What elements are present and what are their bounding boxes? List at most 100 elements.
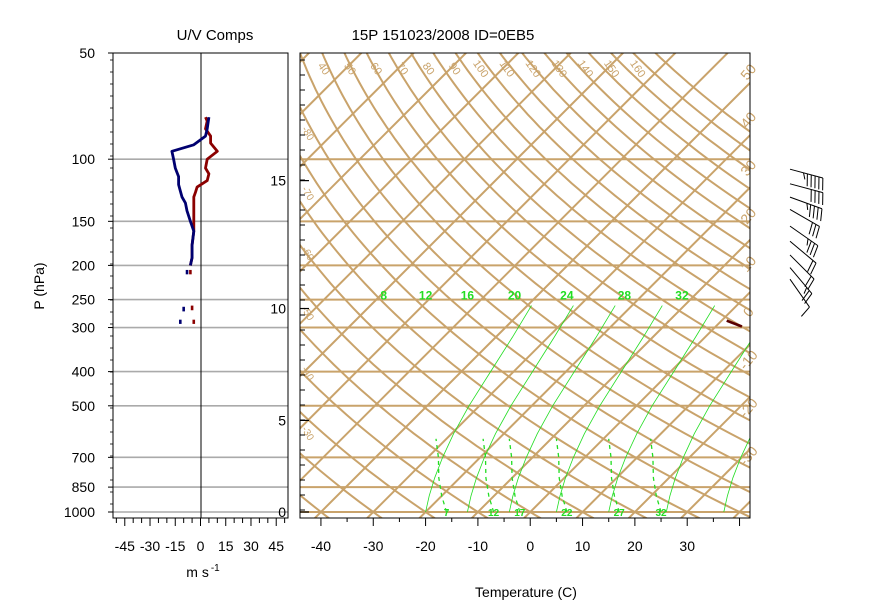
dry-adiabat	[300, 104, 750, 494]
skewt-x-tick-label: -40	[311, 538, 331, 554]
dry-adiabat-label: 60	[367, 61, 384, 78]
uv-y-tick-label: 100	[72, 151, 96, 167]
skewt-right-edge-label: -30	[736, 443, 761, 469]
isotherm	[313, 81, 750, 518]
mixing-ratio-line	[556, 305, 663, 513]
isotherm	[300, 53, 730, 483]
dry-adiabat	[30, 39, 227, 521]
isotherm	[470, 238, 750, 518]
uv-y-axis: 50 100 150 200 250 300 400 500 700 850 1000	[64, 45, 113, 520]
uv-title: U/V Comps	[177, 27, 254, 44]
wind-barb	[789, 183, 824, 205]
height-tick-label: 5	[278, 412, 286, 428]
isotherm	[300, 53, 363, 116]
mixing-ratio-line	[425, 305, 532, 513]
skewt-panel: 15P 151023/2008 ID=0EB5 8 12 16 20 24 28 32 7 12…	[30, 27, 887, 600]
mixing-ratio-label: 8	[380, 288, 387, 302]
dry-adiabat-label: 50	[341, 61, 358, 78]
wind-barb-flag	[810, 262, 817, 275]
wind-barb-flag	[808, 222, 813, 235]
dry-adiabat	[300, 493, 331, 518]
isotherm	[627, 395, 750, 518]
dry-adiabat	[300, 199, 702, 518]
mixing-ratio-line	[723, 436, 750, 513]
dry-adiabat	[520, 53, 750, 250]
skewt-right-edge-label: 20	[737, 205, 759, 227]
dry-adiabat	[365, 53, 750, 399]
skewt-x-tick-label: 30	[679, 538, 695, 554]
dry-adiabat	[565, 53, 750, 210]
isotherm	[365, 133, 750, 518]
wind-barb-flag	[816, 207, 819, 220]
wind-barb-staff	[789, 267, 813, 294]
wind-barb-flag	[801, 306, 810, 317]
skewt-x-axis: -40 -30 -20 -10 0 10 20 30	[311, 518, 741, 554]
skewt-background-lines	[30, 37, 887, 521]
skewt-left-edge-label: -70	[299, 185, 316, 203]
uv-x-tick-label: -30	[140, 538, 160, 554]
moist-adiabat-label: 17	[514, 508, 526, 519]
wind-barb	[789, 240, 817, 275]
dry-adiabat-label: 140	[575, 58, 595, 80]
moist-adiabat-line	[649, 438, 662, 513]
moist-adiabat-line	[508, 438, 521, 513]
isotherm	[784, 37, 887, 520]
isotherm	[575, 343, 750, 518]
uv-y-tick-label: 400	[72, 364, 96, 380]
uv-y-tick-label: 850	[72, 479, 96, 495]
dry-adiabat	[343, 53, 750, 422]
dry-adiabat-label: 80	[420, 61, 437, 78]
wind-barb-staff	[789, 183, 823, 194]
uv-x-tick-label: 30	[243, 538, 259, 554]
dry-adiabat	[409, 53, 750, 355]
moist-adiabat-line	[482, 438, 495, 513]
skewt-right-edge-label: 0	[740, 304, 757, 320]
wind-barb-staff	[789, 225, 819, 247]
height-tick-label: 0	[278, 504, 286, 520]
wind-barb-flag	[808, 204, 812, 218]
dry-adiabat	[300, 53, 750, 469]
uv-series-line	[170, 116, 211, 266]
skewt-left-edge-label: -40	[299, 365, 316, 383]
uv-y-tick-label: 1000	[64, 504, 95, 520]
uv-series-line	[189, 116, 219, 266]
skewt-x-tick-label: -30	[363, 538, 383, 554]
skewt-x-tick-label: -20	[415, 538, 435, 554]
dry-adiabat-label: 90	[446, 61, 463, 78]
wind-barb-flag	[806, 238, 809, 246]
uv-y-tick-label: 300	[72, 320, 96, 336]
dry-adiabat	[300, 327, 543, 518]
uv-x-axis-label: m s -1	[186, 563, 220, 580]
wind-barb-staff	[789, 196, 823, 210]
mixing-ratio-label: 12	[419, 288, 433, 302]
mixing-ratio-label: 28	[618, 288, 632, 302]
uv-x-axis: -45 -30 -15 0 15 30 45	[115, 518, 286, 554]
isotherm	[300, 53, 520, 273]
wind-barb-flag	[804, 275, 812, 288]
dry-adiabat	[300, 243, 649, 518]
uv-y-tick-label: 50	[79, 45, 95, 61]
skewt-title: 15P 151023/2008 ID=0EB5	[352, 27, 535, 44]
wind-barb-flag	[806, 240, 812, 253]
dry-adiabat	[609, 53, 750, 171]
moist-adiabat-label: 12	[488, 508, 500, 519]
height-tick-label: 10	[270, 301, 286, 317]
mixing-ratio-label: 20	[508, 288, 522, 302]
wind-barb-staff	[789, 240, 817, 264]
moist-adiabat-label: 7	[444, 508, 450, 519]
uv-series-group	[170, 116, 219, 324]
isotherm	[522, 290, 750, 518]
mixing-ratio-label: 24	[560, 288, 574, 302]
skewt-right-edge-label: 40	[737, 109, 759, 131]
skewt-right-edge-label: 10	[737, 253, 759, 275]
wind-barb-staff	[789, 208, 820, 227]
skewt-left-edge-label: -80	[299, 125, 316, 143]
wind-barb-flag	[803, 172, 806, 180]
uv-y-tick-label: 700	[72, 449, 96, 465]
wind-barb-flag	[815, 226, 820, 239]
wind-barb-flag	[812, 245, 819, 258]
moist-adiabat-label: 32	[655, 508, 667, 519]
isotherm	[300, 53, 625, 378]
mixing-ratio-label: 16	[461, 288, 475, 302]
uv-x-axis-label-exponent: -1	[211, 563, 220, 574]
